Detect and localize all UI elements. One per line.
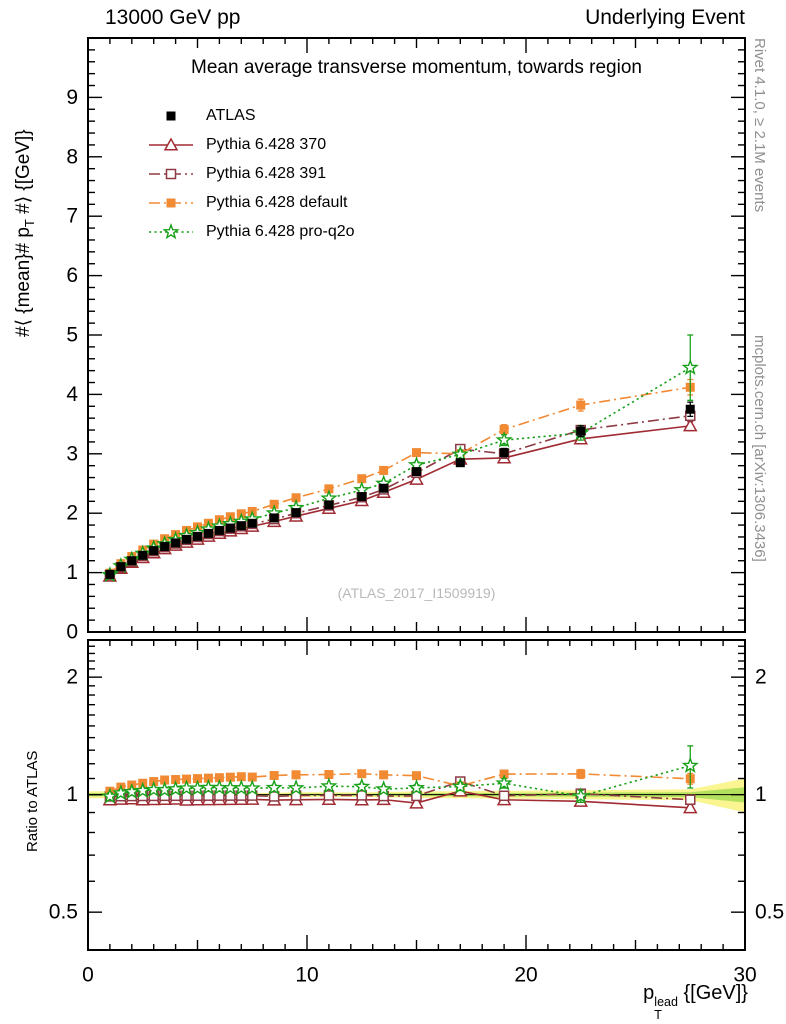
legend-marker-square-open-icon	[149, 168, 193, 179]
legend-item-p391: Pythia 6.428 391	[148, 159, 355, 188]
series-main-p370	[102, 418, 698, 582]
svg-text:0.5: 0.5	[49, 901, 78, 924]
legend-label: Pythia 6.428 370	[206, 135, 327, 153]
y-axis-label-sub: T	[21, 219, 37, 228]
axes: 0 10 20 30 0 1 2 3 4 5 6 7 8 9 0.5 0.5 1 1 2 2	[49, 37, 784, 987]
legend: ATLAS Pythia 6.428 370 Pythia 6.428 391 Pyt…	[148, 101, 355, 246]
x-axis-label-suffix: {[GeV]}	[677, 982, 748, 1004]
legend-item-proq2o: Pythia 6.428 pro-q2o	[148, 217, 355, 246]
svg-text:1: 1	[66, 783, 78, 806]
svg-text:0: 0	[82, 964, 94, 987]
legend-item-atlas: ATLAS	[148, 101, 355, 130]
legend-marker-square-filled-icon	[166, 111, 176, 120]
svg-text:3: 3	[66, 442, 78, 465]
rivet-version-note: Rivet 4.1.0, ≥ 2.1M events	[751, 38, 768, 213]
svg-text:30: 30	[733, 964, 756, 987]
header-beam-energy: 13000 GeV pp	[105, 6, 241, 29]
plot-title: Mean average transverse momentum, toward…	[191, 57, 642, 78]
svg-text:2: 2	[66, 502, 78, 525]
legend-marker-star-open-icon	[149, 222, 193, 239]
x-axis-label-supsub: lead T	[654, 995, 678, 1023]
x-axis-label: p lead T {[GeV]}	[643, 982, 748, 1022]
series-ratio-proq2o	[101, 745, 699, 804]
y-axis-label-suffix: #⟩ {[GeV]}	[13, 129, 34, 220]
svg-text:5: 5	[66, 324, 78, 347]
legend-label: Pythia 6.428 default	[206, 193, 348, 211]
x-axis-label-sup: lead	[654, 995, 678, 1009]
header-analysis-group: Underlying Event	[585, 6, 745, 29]
series-main-pdefault	[105, 378, 695, 578]
svg-text:2: 2	[66, 666, 78, 689]
y-axis-label-prefix: #⟨ {mean}# p	[13, 227, 34, 337]
analysis-id-watermark: (ATLAS_2017_I1509919)	[337, 585, 496, 601]
svg-text:20: 20	[514, 964, 537, 987]
legend-item-p370: Pythia 6.428 370	[148, 130, 355, 159]
svg-text:2: 2	[755, 666, 767, 689]
svg-text:9: 9	[66, 86, 78, 109]
svg-text:4: 4	[66, 383, 78, 406]
series-main-atlas	[105, 401, 695, 579]
ratio-y-axis-label: Ratio to ATLAS	[24, 750, 41, 852]
svg-text:1: 1	[66, 561, 78, 584]
x-axis-label-sub: T	[654, 1008, 662, 1023]
svg-text:7: 7	[66, 205, 78, 228]
svg-text:0.5: 0.5	[755, 901, 784, 924]
svg-text:1: 1	[755, 783, 767, 806]
svg-text:6: 6	[66, 264, 78, 287]
svg-text:0: 0	[66, 621, 78, 644]
y-axis-label: #⟨ {mean}# pT #⟩ {[GeV]}	[12, 129, 37, 337]
legend-label: ATLAS	[206, 106, 256, 124]
svg-text:10: 10	[295, 964, 318, 987]
mcplots-attribution-note: mcplots.cern.ch [arXiv:1306.3436]	[751, 335, 768, 562]
x-axis-label-base: p	[643, 982, 655, 1004]
legend-label: Pythia 6.428 391	[206, 164, 327, 182]
legend-label: Pythia 6.428 pro-q2o	[206, 222, 355, 240]
legend-marker-triangle-open-icon	[149, 136, 193, 151]
legend-marker-square-filled-icon	[149, 198, 193, 207]
legend-item-pdefault: Pythia 6.428 default	[148, 188, 355, 217]
svg-text:8: 8	[66, 145, 78, 168]
